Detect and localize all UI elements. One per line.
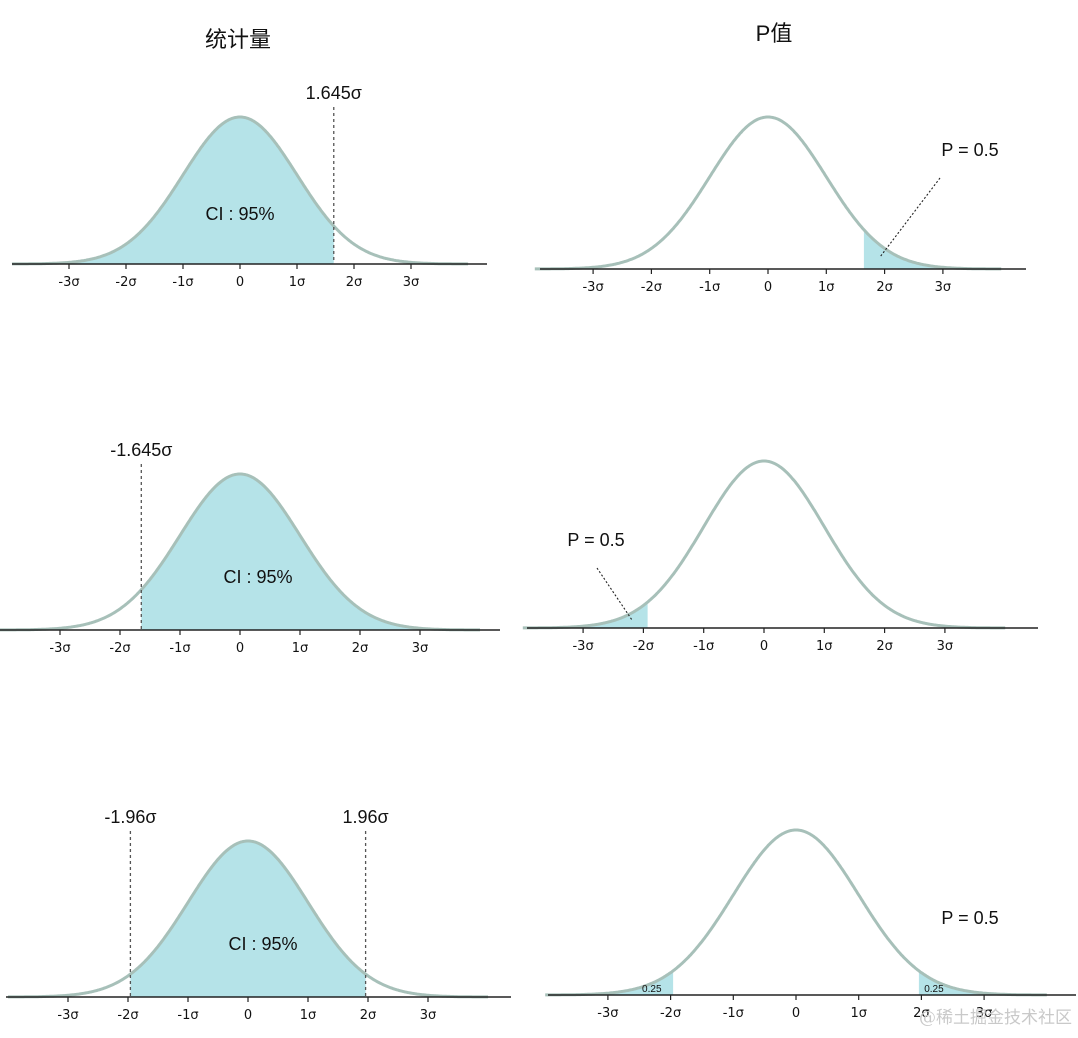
x-tick-label: 0 [764,280,772,295]
p-value-label: P = 0.5 [567,530,624,550]
x-tick-label: -1σ [177,1008,198,1023]
critical-value-label: -1.96σ [104,807,156,827]
x-tick-label: -1σ [169,641,190,656]
x-tick-label: -1σ [172,275,193,290]
x-tick-label: 1σ [292,641,309,656]
confidence-interval-label: CI : 95% [205,204,274,224]
x-tick-label: 0 [792,1006,800,1021]
x-tick-label: 3σ [420,1008,437,1023]
x-tick-label: -1σ [699,280,720,295]
x-tick-label: 0 [760,639,768,654]
shaded-area [918,970,1047,995]
chart-p-one-tailed-left: -3σ -2σ -1σ 0 1σ 2σ 3σ P = 0.5 [522,459,1038,654]
x-tick-label: -3σ [49,641,70,656]
x-tick-label: -3σ [597,1006,618,1021]
critical-value-label: -1.645σ [110,440,172,460]
x-tick-label: -2σ [117,1008,138,1023]
x-tick-label: 2σ [913,1006,930,1021]
x-tick-label: 1σ [850,1006,867,1021]
chart-p-one-tailed-right: -3σ -2σ -1σ 0 1σ 2σ 3σ P = 0.5 [534,115,1026,295]
chart-stat-two-tailed: -3σ -2σ -1σ 0 1σ 2σ 3σ -1.96σ 1.96σ CI : 95% [6,807,511,1023]
p-value-label: P = 0.5 [941,140,998,160]
confidence-interval-label: CI : 95% [223,567,292,587]
chart-p-two-tailed: -3σ -2σ -1σ 0 1σ 2σ 3σ P = 0.5 0.25 0.25 [545,828,1076,1021]
normal-curve [522,459,1006,630]
tail-probability-label: 0.25 [924,984,944,995]
shaded-area [863,229,1002,269]
critical-value-label: 1.96σ [343,807,389,827]
x-tick-label: 0 [236,275,244,290]
x-tick-label: 3σ [403,275,420,290]
normal-curve [545,828,1047,997]
x-tick-label: 3σ [412,641,429,656]
x-tick-label: 1σ [289,275,306,290]
x-tick-label: 3σ [976,1006,993,1021]
x-tick-label: -1σ [693,639,714,654]
column-title-p-value: P值 [755,21,793,46]
x-tick-label: -2σ [660,1006,681,1021]
shaded-area [130,841,366,997]
shaded-area [522,602,648,628]
normal-curve [534,115,1002,271]
x-tick-label: -2σ [109,641,130,656]
annotation-leader-line [596,567,633,621]
x-tick-label: 2σ [346,275,363,290]
x-tick-label: 1σ [816,639,833,654]
x-tick-label: 1σ [818,280,835,295]
x-tick-label: 0 [236,641,244,656]
x-tick-label: 2σ [352,641,369,656]
p-value-label: P = 0.5 [941,908,998,928]
x-tick-label: -3σ [582,280,603,295]
column-title-statistic: 统计量 [204,27,271,52]
x-tick-label: -2σ [641,280,662,295]
x-tick-label: -3σ [57,1008,78,1023]
watermark: @稀土掘金技术社区 [919,1008,1072,1028]
x-tick-label: -1σ [723,1006,744,1021]
chart-stat-one-tailed-left: -3σ -2σ -1σ 0 1σ 2σ 3σ -1.645σ CI : 95% [0,440,500,656]
x-tick-label: -2σ [115,275,136,290]
tail-probability-label: 0.25 [642,984,662,995]
shaded-area [545,970,674,995]
chart-stat-one-tailed-right: -3σ -2σ -1σ 0 1σ 2σ 3σ 1.645σ CI : 95% [11,83,487,290]
normal-curve [11,115,469,266]
confidence-interval-label: CI : 95% [228,934,297,954]
x-tick-label: 0 [244,1008,252,1023]
shaded-area [141,474,481,630]
critical-value-label: 1.645σ [306,83,362,103]
annotation-leader-line [879,177,941,258]
normal-curve [8,839,488,999]
x-tick-label: 3σ [935,280,952,295]
x-tick-label: -2σ [633,639,654,654]
x-tick-label: 1σ [300,1008,317,1023]
x-tick-label: 2σ [360,1008,377,1023]
x-tick-label: 2σ [876,639,893,654]
x-tick-label: -3σ [58,275,79,290]
x-tick-label: -3σ [572,639,593,654]
x-tick-label: 2σ [876,280,893,295]
normal-curve [0,472,480,632]
x-tick-label: 3σ [937,639,954,654]
